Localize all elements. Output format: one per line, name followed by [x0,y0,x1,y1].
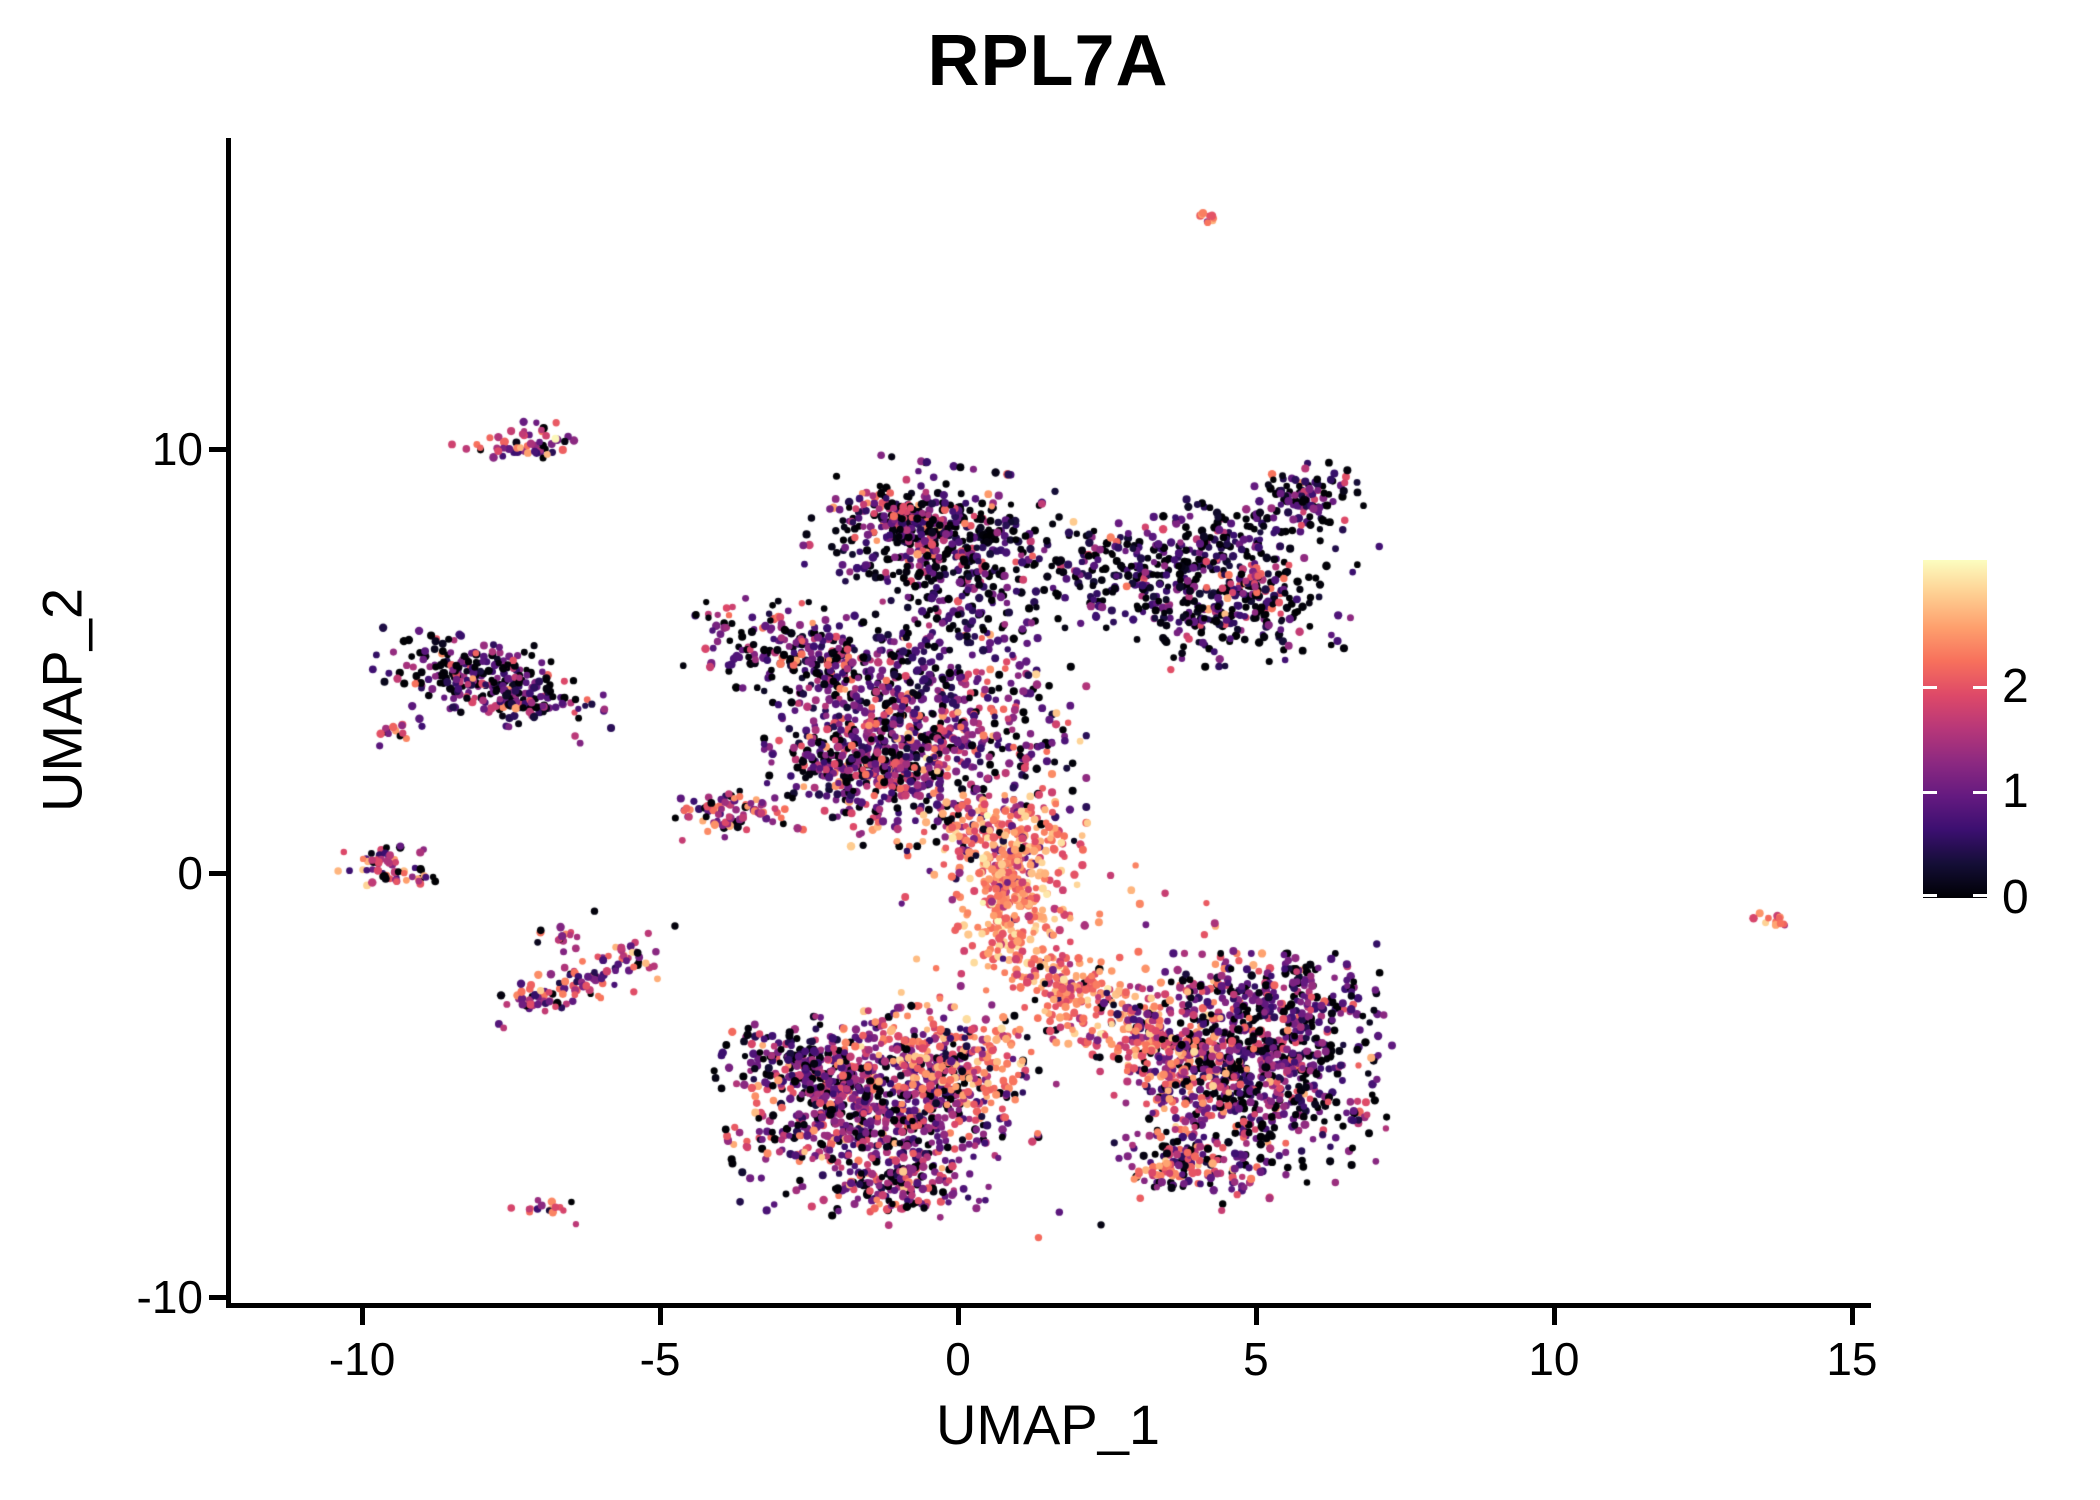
colorbar-gradient [1923,560,1987,898]
colorbar-tick [1973,685,1987,689]
x-axis-title: UMAP_1 [935,1393,1161,1456]
x-tick-label: 5 [1243,1333,1269,1385]
x-tick-label: 15 [1826,1333,1878,1385]
y-axis-line [226,138,231,1308]
y-axis-title: UMAP_2 [30,587,94,813]
y-tick-label: -10 [136,1270,203,1323]
colorbar-tick [1973,791,1987,795]
y-tick-label: 10 [151,423,203,476]
x-tick [1551,1308,1557,1325]
scatter-canvas [228,140,1868,1305]
y-tick [209,447,226,453]
y-tick [209,871,226,876]
colorbar-tick-label: 0 [2002,871,2029,924]
x-tick [360,1308,366,1325]
colorbar-tick [1923,685,1937,689]
y-tick [209,1294,226,1300]
x-tick [1253,1308,1259,1325]
x-tick-label: -10 [328,1333,396,1385]
x-tick-label: 0 [945,1333,971,1385]
x-tick-label: -5 [639,1333,681,1385]
colorbar-tick-label: 2 [2002,659,2029,713]
colorbar-tick [1973,894,1987,897]
colorbar-tick-label: 1 [2002,765,2029,819]
y-tick-label: 0 [177,847,203,899]
colorbar-tick [1923,791,1937,795]
x-axis-line [226,1303,1871,1308]
x-tick-label: 10 [1528,1333,1580,1385]
colorbar-tick [1923,894,1937,897]
x-tick [658,1308,664,1325]
x-tick [956,1308,961,1325]
plot-title: RPL7A [927,21,1169,101]
x-tick [1849,1308,1855,1325]
